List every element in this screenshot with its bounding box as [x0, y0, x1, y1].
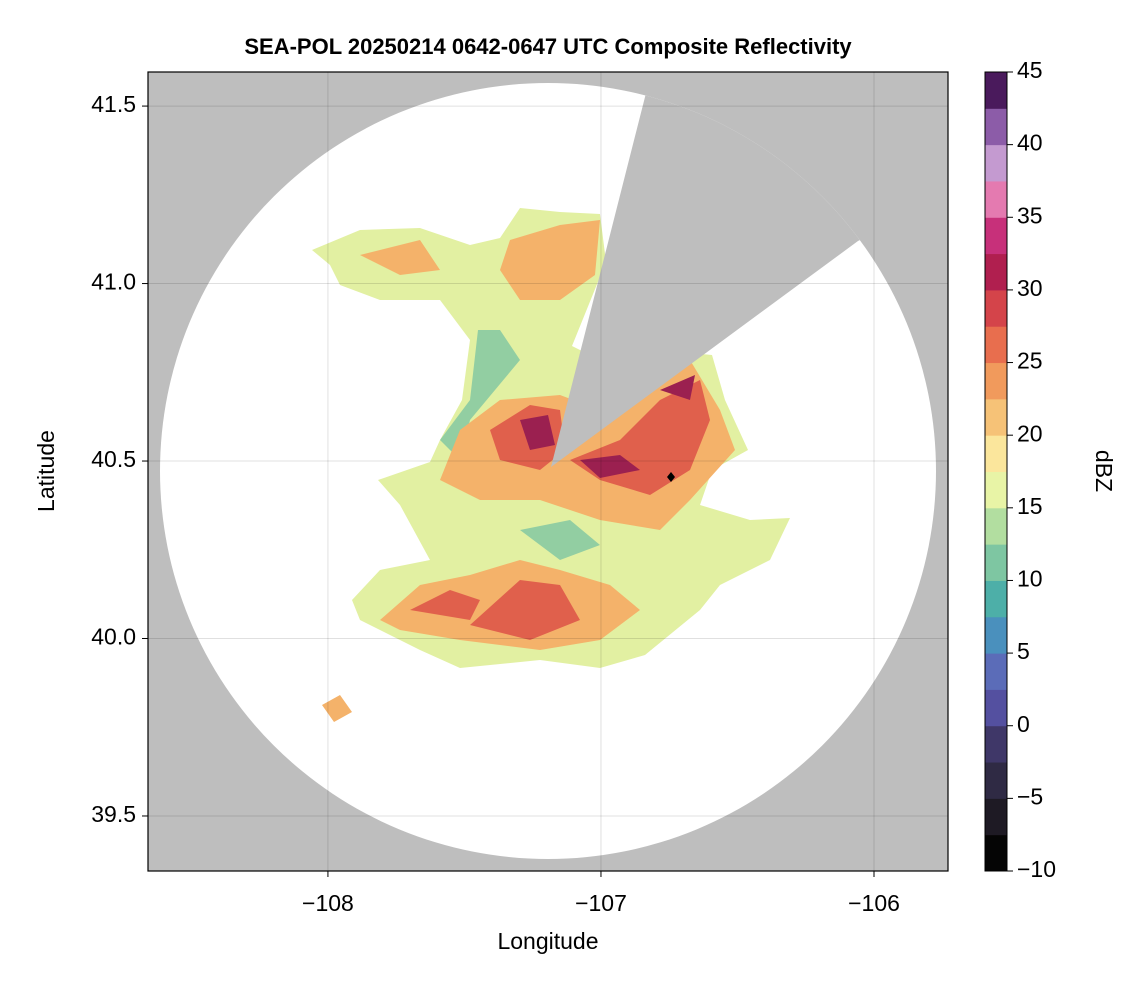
y-axis-label: Latitude	[33, 430, 59, 512]
map-area	[148, 72, 948, 871]
echo-strong	[410, 380, 710, 640]
x-axis-label: Longitude	[497, 928, 598, 954]
colorbar-segment	[985, 108, 1007, 146]
colorbar-tick-label: 15	[1017, 493, 1043, 519]
y-tick-label: 40.0	[91, 624, 136, 650]
colorbar-segment	[985, 253, 1007, 291]
x-tick-label: −107	[575, 890, 627, 916]
colorbar-segment	[985, 144, 1007, 182]
echo-intense	[520, 375, 695, 478]
grid	[148, 72, 948, 871]
y-tick-label: 41.0	[91, 269, 136, 295]
y-tick-label: 40.5	[91, 446, 136, 472]
colorbar-segment	[985, 217, 1007, 255]
colorbar-tick-label: 5	[1017, 638, 1030, 664]
colorbar-frame	[984, 71, 1008, 872]
chart-title: SEA-POL 20250214 0642-0647 UTC Composite…	[244, 34, 852, 59]
colorbar-tick-label: −5	[1017, 783, 1043, 809]
echo-moderate	[322, 220, 735, 722]
colorbar-segment	[985, 653, 1007, 690]
colorbar-segment	[985, 689, 1007, 727]
colorbar-tick-label: 45	[1017, 57, 1043, 83]
colorbar-tick-label: 25	[1017, 348, 1043, 374]
colorbar-tick-label: −10	[1017, 856, 1056, 882]
colorbar-tick-label: 35	[1017, 202, 1043, 228]
x-tick-label: −108	[302, 890, 354, 916]
station-marker	[667, 472, 675, 482]
colorbar-segment	[985, 72, 1007, 109]
colorbar-segment	[985, 326, 1007, 364]
y-tick-label: 41.5	[91, 91, 136, 117]
colorbar-tick-label: 0	[1017, 711, 1030, 737]
colorbar-segment	[985, 762, 1007, 799]
colorbar-segment	[985, 362, 1007, 400]
colorbar-segment	[985, 435, 1007, 472]
colorbar-segment	[985, 725, 1007, 763]
colorbar-segment	[985, 544, 1007, 581]
colorbar-segment	[985, 580, 1007, 618]
colorbar-label: dBZ	[1091, 450, 1117, 492]
colorbar-segment	[985, 180, 1007, 218]
echo-teal	[440, 330, 600, 560]
plot-frame	[147, 71, 949, 872]
colorbar-tick-label: 20	[1017, 420, 1043, 446]
x-tick-label: −106	[848, 890, 900, 916]
colorbar-tick-label: 30	[1017, 275, 1043, 301]
colorbar-segment	[985, 471, 1007, 509]
colorbar-segment	[985, 798, 1007, 836]
y-tick-label: 39.5	[91, 801, 136, 827]
colorbar-tick-label: 10	[1017, 566, 1043, 592]
colorbar-segment	[985, 398, 1007, 436]
colorbar-segment	[985, 616, 1007, 654]
colorbar-segment	[985, 507, 1007, 545]
colorbar-segment	[985, 289, 1007, 327]
colorbar-tick-label: 40	[1017, 130, 1043, 156]
colorbar-segment	[985, 834, 1007, 872]
